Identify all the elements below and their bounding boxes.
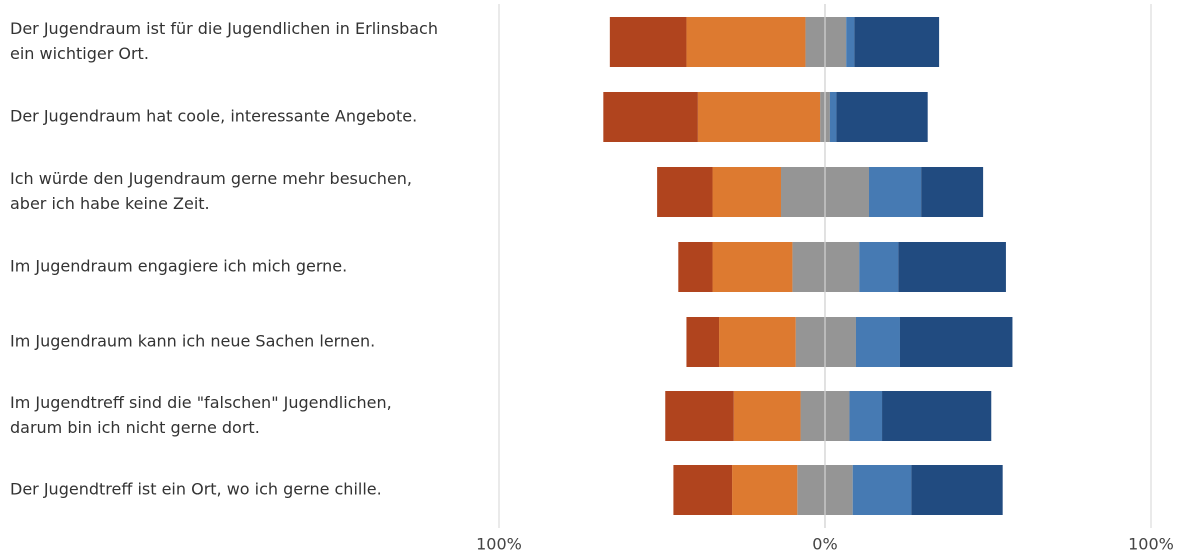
bar-row0-seg5 (854, 17, 940, 67)
category-label-0-line1: ein wichtiger Ort. (10, 44, 149, 63)
bar-row1-seg1 (697, 92, 821, 142)
bar-row3-seg2 (792, 242, 825, 292)
category-label-5-line0: Im Jugendtreff sind die "falschen" Jugen… (10, 393, 392, 412)
x-tick-label-1: 0% (812, 535, 837, 554)
category-label-2-line1: aber ich habe keine Zeit. (10, 194, 210, 213)
bar-row4-seg1 (719, 317, 796, 367)
bar-row4-seg2 (795, 317, 825, 367)
category-label-0-line0: Der Jugendraum ist für die Jugendlichen … (10, 19, 438, 38)
bar-row3-seg5 (898, 242, 1006, 292)
bar-row1-seg5 (836, 92, 928, 142)
bar-row4-seg0 (686, 317, 720, 367)
bar-row5-seg5 (882, 391, 992, 441)
bar-row0-seg2 (805, 17, 825, 67)
bar-row4-seg5 (899, 317, 1013, 367)
bar-row5-seg0 (665, 391, 734, 441)
bar-row1-seg2 (820, 92, 825, 142)
category-label-6: Der Jugendtreff ist ein Ort, wo ich gern… (10, 480, 382, 499)
bar-row2-seg3 (825, 167, 870, 217)
bar-row3-seg1 (712, 242, 793, 292)
bar-row2-seg4 (869, 167, 922, 217)
bar-row1-seg3 (825, 92, 830, 142)
bar-row4-seg4 (855, 317, 900, 367)
bar-row6-seg5 (911, 465, 1003, 515)
category-label-1: Der Jugendraum hat coole, interessante A… (10, 107, 417, 126)
category-label-5-line1: darum bin ich nicht gerne dort. (10, 418, 260, 437)
x-tick-label-2: 100% (1128, 535, 1174, 554)
bar-row1-seg4 (829, 92, 837, 142)
bar-row6-seg3 (825, 465, 853, 515)
bar-row6-seg0 (673, 465, 733, 515)
bar-row6-seg4 (852, 465, 912, 515)
bar-row5-seg2 (800, 391, 825, 441)
bar-row6-seg2 (797, 465, 825, 515)
category-label-3: Im Jugendraum engagiere ich mich gerne. (10, 257, 347, 276)
bar-row5-seg1 (733, 391, 801, 441)
bar-row1-seg0 (603, 92, 698, 142)
bar-row6-seg1 (732, 465, 798, 515)
bar-row3-seg0 (678, 242, 713, 292)
bar-row3-seg3 (825, 242, 860, 292)
bar-row0-seg0 (609, 17, 687, 67)
bar-row4-seg3 (825, 317, 856, 367)
bar-row0-seg4 (846, 17, 855, 67)
category-label-2-line0: Ich würde den Jugendraum gerne mehr besu… (10, 169, 412, 188)
bar-row0-seg3 (825, 17, 847, 67)
bar-row2-seg1 (712, 167, 781, 217)
bar-row5-seg3 (825, 391, 850, 441)
x-tick-label-0: 100% (476, 535, 522, 554)
bar-row2-seg0 (657, 167, 713, 217)
bar-row5-seg4 (849, 391, 883, 441)
bar-row3-seg4 (859, 242, 899, 292)
bar-row2-seg2 (780, 167, 825, 217)
category-label-4: Im Jugendraum kann ich neue Sachen lerne… (10, 332, 375, 351)
bar-row0-seg1 (686, 17, 806, 67)
bar-row2-seg5 (921, 167, 984, 217)
